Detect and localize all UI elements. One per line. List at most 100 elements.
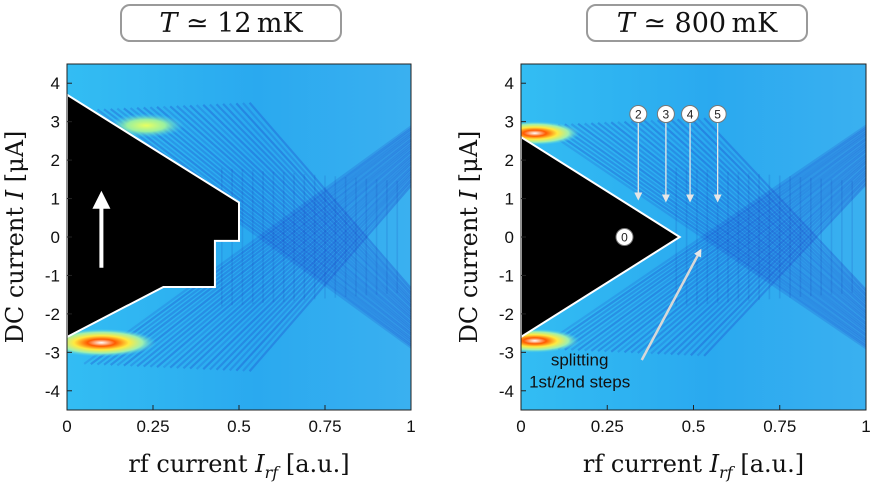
- fringe-band: [617, 121, 866, 323]
- y-tick-label: 0: [505, 228, 514, 247]
- fringe-band: [222, 173, 411, 371]
- splitting-arrow: [640, 248, 702, 361]
- x-tick-label: 0.75: [763, 417, 796, 436]
- x-axis-label: rf current Irf [a.u.]: [583, 450, 804, 482]
- fringe-band: [83, 125, 411, 365]
- fringe-band: [169, 154, 411, 369]
- y-tick-label: -3: [499, 343, 514, 362]
- y-tick-label: 3: [505, 113, 514, 132]
- fringe-band: [703, 182, 866, 357]
- x-axis-label-subscript: rf: [265, 463, 282, 482]
- fringe-band: [597, 121, 866, 330]
- fringe-band: [610, 148, 866, 353]
- fringe-band: [630, 155, 866, 354]
- y-tick-label: -1: [45, 266, 60, 285]
- y-tick-label: 1: [51, 190, 60, 209]
- fringe-band: [176, 156, 411, 369]
- fringe-band: [189, 161, 411, 370]
- title-right-value: 800: [674, 7, 727, 39]
- fringe-band: [696, 117, 866, 295]
- fringe-band: [195, 104, 411, 311]
- x-tick-label: 0: [516, 417, 525, 436]
- fringe-band: [123, 138, 411, 367]
- fringe-band: [570, 123, 866, 339]
- splitting-annotation-line1: splitting: [551, 350, 609, 369]
- fringe-band: [222, 103, 411, 301]
- fringe-band: [610, 121, 866, 326]
- title-left-symbol: T: [159, 7, 178, 39]
- x-tick-label: 0: [62, 417, 71, 436]
- fringe-band: [630, 120, 866, 319]
- fringe-band: [202, 166, 411, 370]
- x-tick-label: 1: [861, 417, 870, 436]
- fringe-band: [143, 145, 411, 368]
- fringe-band: [109, 134, 411, 366]
- fringe-band: [650, 162, 866, 355]
- fringe-band: [597, 144, 866, 353]
- fringe-band: [570, 135, 866, 351]
- title-right: T ≃ 800 mK: [586, 4, 808, 42]
- fringe-band: [670, 118, 866, 304]
- y-axis-label-symbol: I: [455, 182, 483, 200]
- x-tick-label: 0.75: [308, 417, 341, 436]
- y-tick-label: -4: [499, 382, 514, 401]
- fringe-band: [584, 122, 866, 335]
- y-tick-label: 0: [51, 228, 60, 247]
- hot-spot-upper: [521, 121, 580, 146]
- fringe-band: [550, 128, 866, 350]
- fringe-band: [643, 119, 866, 314]
- fringe-band: [603, 121, 866, 328]
- zero-voltage-region: [67, 93, 240, 339]
- fringe-band: [169, 105, 411, 320]
- title-left-relation: ≃: [185, 7, 209, 39]
- step-marker-label-4: 4: [687, 107, 694, 121]
- fringe-band: [129, 107, 411, 334]
- fringe-band: [109, 108, 411, 340]
- fringe-band: [96, 129, 411, 366]
- fringe-band: [564, 133, 866, 351]
- y-tick-label: 4: [51, 74, 60, 93]
- y-tick-label: -3: [45, 343, 60, 362]
- fringe-band: [209, 103, 411, 306]
- fringe-band: [557, 131, 866, 351]
- plot-area: [67, 64, 411, 410]
- fringe-band: [242, 102, 411, 293]
- fringe-band: [656, 119, 866, 309]
- y-tick-label: 2: [505, 151, 514, 170]
- x-axis-label: rf current Irf [a.u.]: [128, 450, 349, 482]
- fringe-band: [228, 176, 411, 372]
- fringe-band: [129, 140, 411, 367]
- fringe-band: [637, 158, 866, 354]
- fringe-band: [656, 165, 866, 355]
- title-right-symbol: T: [616, 7, 635, 39]
- fringe-band: [617, 151, 866, 353]
- hot-spot-lower: [67, 328, 157, 357]
- fringe-band: [637, 120, 866, 316]
- hot-spot-lower: [521, 328, 580, 353]
- fringe-band: [136, 106, 411, 331]
- splitting-annotation-line2: 1st/2nd steps: [529, 372, 630, 391]
- fringe-band: [123, 107, 411, 336]
- y-tick-label: -4: [45, 382, 60, 401]
- zero-voltage-region: [521, 135, 682, 339]
- title-right-unit: mK: [731, 7, 778, 39]
- hysteresis-arrow-head: [92, 190, 111, 209]
- fringe-band: [195, 163, 411, 370]
- fringe-band: [703, 117, 866, 292]
- step-marker-circle-0: [615, 228, 634, 246]
- y-axis-label-symbol: I: [1, 182, 29, 200]
- title-left-value: 12: [217, 7, 252, 39]
- fringe-band: [103, 131, 411, 366]
- fringe-band: [248, 102, 411, 291]
- y-axis-label-text: DC current: [455, 199, 483, 343]
- fringe-band: [537, 124, 866, 350]
- x-axis-label-text: rf current: [583, 450, 710, 478]
- y-tick-label: -2: [499, 305, 514, 324]
- fringe-band: [544, 126, 866, 350]
- y-axis-label: DC current I [μA]: [455, 131, 483, 344]
- fringe-band: [557, 123, 866, 343]
- fringe-band: [202, 104, 411, 308]
- fringe-band: [663, 167, 866, 355]
- fringe-band: [537, 124, 866, 350]
